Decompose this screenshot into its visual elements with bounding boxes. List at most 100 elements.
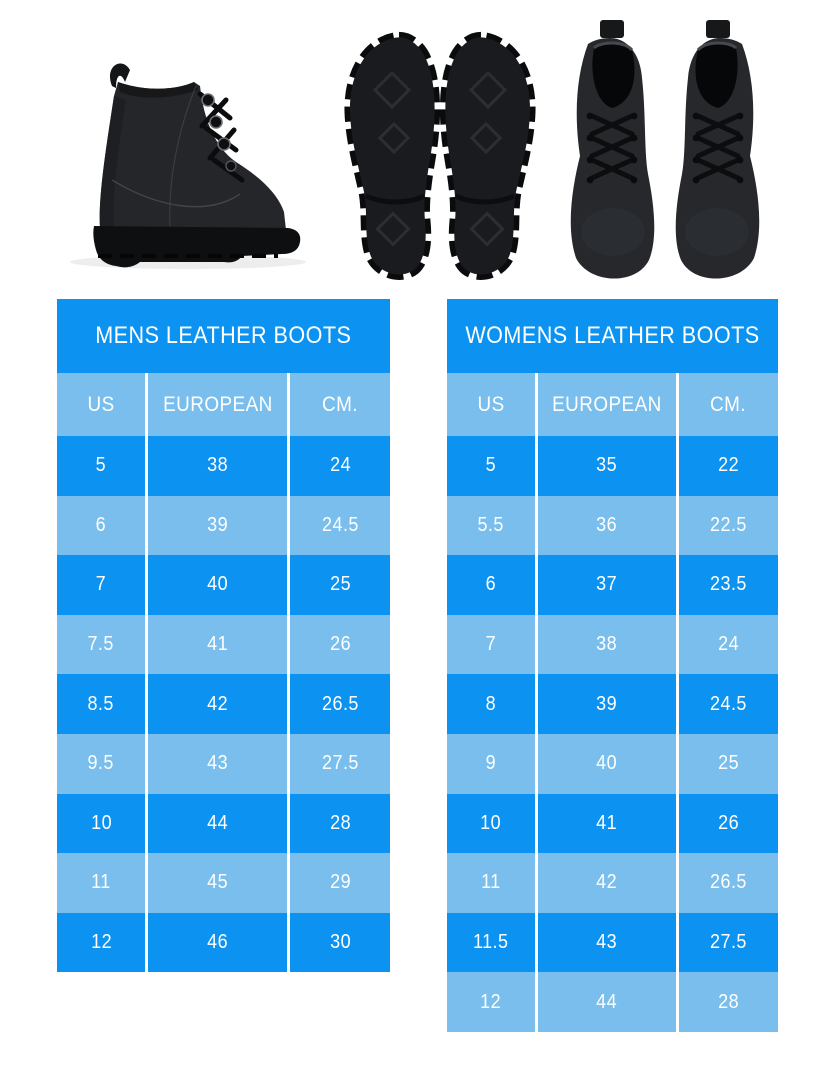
boot-soles-photo [336,28,544,280]
mens-table-rows: 5 38 24 6 39 24.5 7 40 25 7.5 41 26 8.5 42 26.5 9.5 43 27… [57,436,390,973]
size-cell: 5 [447,436,535,496]
size-row: 11 45 29 [57,853,390,913]
size-cell-value: 5 [485,454,497,477]
size-row: 8 39 24.5 [447,674,778,734]
womens-size-table: WOMENS LEATHER BOOTS US EUROPEAN CM. 5 35… [447,299,778,1032]
size-cell: 46 [148,912,288,973]
size-cell-value: 9.5 [87,752,115,775]
size-cell: 43 [537,912,676,973]
size-cell-value: 46 [207,931,229,954]
size-cell-value: 12 [90,931,112,954]
size-cell: 45 [148,853,288,913]
size-cell-value: 26.5 [321,692,359,715]
womens-column-header-us: US [447,373,535,436]
size-cell: 25 [678,733,778,794]
size-row: 12 44 28 [447,972,778,1032]
size-cell: 43 [148,733,288,794]
size-cell-value: 27.5 [321,752,359,775]
size-cell-value: 26 [329,633,351,656]
size-cell: 7 [57,555,146,615]
right-sole [439,31,536,280]
size-cell-value: 12 [480,990,502,1013]
size-cell-value: 8.5 [87,692,115,715]
size-row: 8.5 42 26.5 [57,674,390,734]
size-cell: 12 [447,972,535,1032]
size-cell: 26.5 [290,674,390,734]
right-boot-top [675,20,760,279]
size-cell-value: 27.5 [710,931,747,954]
size-cell-value: 10 [480,811,502,834]
size-cell-value: 25 [329,573,351,596]
size-row: 11.5 43 27.5 [447,912,778,973]
boot-side-illustration [70,63,306,269]
mens-column-header-cm: CM. [290,373,390,436]
womens-column-header-row: US EUROPEAN CM. [447,373,778,436]
size-cell: 27.5 [290,733,390,794]
size-cell-value: 39 [596,692,618,715]
mens-column-header-us: US [57,373,146,436]
size-row: 5 35 22 [447,436,778,496]
size-row: 10 41 26 [447,793,778,854]
size-cell-value: 22.5 [710,513,747,536]
size-cell: 11.5 [447,912,535,973]
size-cell: 39 [537,674,676,734]
size-cell: 8 [447,674,535,734]
womens-column-header-european: EUROPEAN [537,373,676,436]
size-cell-value: 11.5 [473,931,509,954]
size-cell: 5 [57,436,146,496]
size-cell-value: 11 [481,871,501,894]
size-cell: 40 [537,733,676,794]
size-cell-value: 42 [596,871,618,894]
size-cell: 38 [537,614,676,675]
size-cell-value: 24.5 [321,513,359,536]
size-cell: 38 [148,436,288,496]
size-cell: 40 [148,555,288,615]
size-cell-value: 25 [717,752,739,775]
size-cell-value: 7.5 [87,633,115,656]
size-cell-value: 43 [596,931,618,954]
left-boot-top [570,20,655,279]
size-cell-value: 5.5 [477,513,505,536]
size-row: 7.5 41 26 [57,614,390,675]
size-cell-value: 10 [90,811,112,834]
size-cell: 27.5 [678,912,778,973]
size-cell: 44 [537,972,676,1032]
size-cell: 7 [447,614,535,675]
size-cell: 30 [290,912,390,973]
size-cell-value: 44 [207,811,229,834]
size-row: 7 40 25 [57,555,390,615]
mens-table-title: MENS LEATHER BOOTS [57,299,390,373]
size-cell-value: 38 [207,454,229,477]
size-cell: 41 [148,614,288,675]
size-cell-value: 24 [717,633,739,656]
size-cell-value: 41 [596,811,618,834]
size-cell: 22 [678,436,778,496]
size-cell-value: 23.5 [710,573,747,596]
womens-table-rows: 5 35 22 5.5 36 22.5 6 37 23.5 7 38 24 8 39 24.5 9 40 25 10… [447,436,778,1032]
mens-size-table: MENS LEATHER BOOTS US EUROPEAN CM. 5 38 24… [57,299,390,973]
size-cell: 23.5 [678,555,778,615]
size-cell: 26 [290,614,390,675]
size-cell: 25 [290,555,390,615]
size-cell: 42 [148,674,288,734]
size-cell: 24.5 [290,495,390,556]
size-cell: 24.5 [678,674,778,734]
size-cell-value: 45 [207,871,229,894]
size-cell-value: 37 [596,573,618,596]
size-cell: 22.5 [678,495,778,556]
boots-top-illustration [570,20,760,279]
size-row: 5.5 36 22.5 [447,495,778,556]
size-cell: 11 [57,853,146,913]
size-cell: 36 [537,495,676,556]
size-row: 6 39 24.5 [57,495,390,556]
womens-column-header-cm: CM. [678,373,778,436]
size-cell: 6 [447,555,535,615]
size-cell: 26 [678,793,778,854]
size-cell: 12 [57,912,146,973]
size-cell: 28 [678,972,778,1032]
size-row: 9 40 25 [447,733,778,794]
size-cell-value: 43 [207,752,229,775]
size-row: 6 37 23.5 [447,555,778,615]
size-cell: 44 [148,793,288,854]
size-cell-value: 40 [596,752,618,775]
